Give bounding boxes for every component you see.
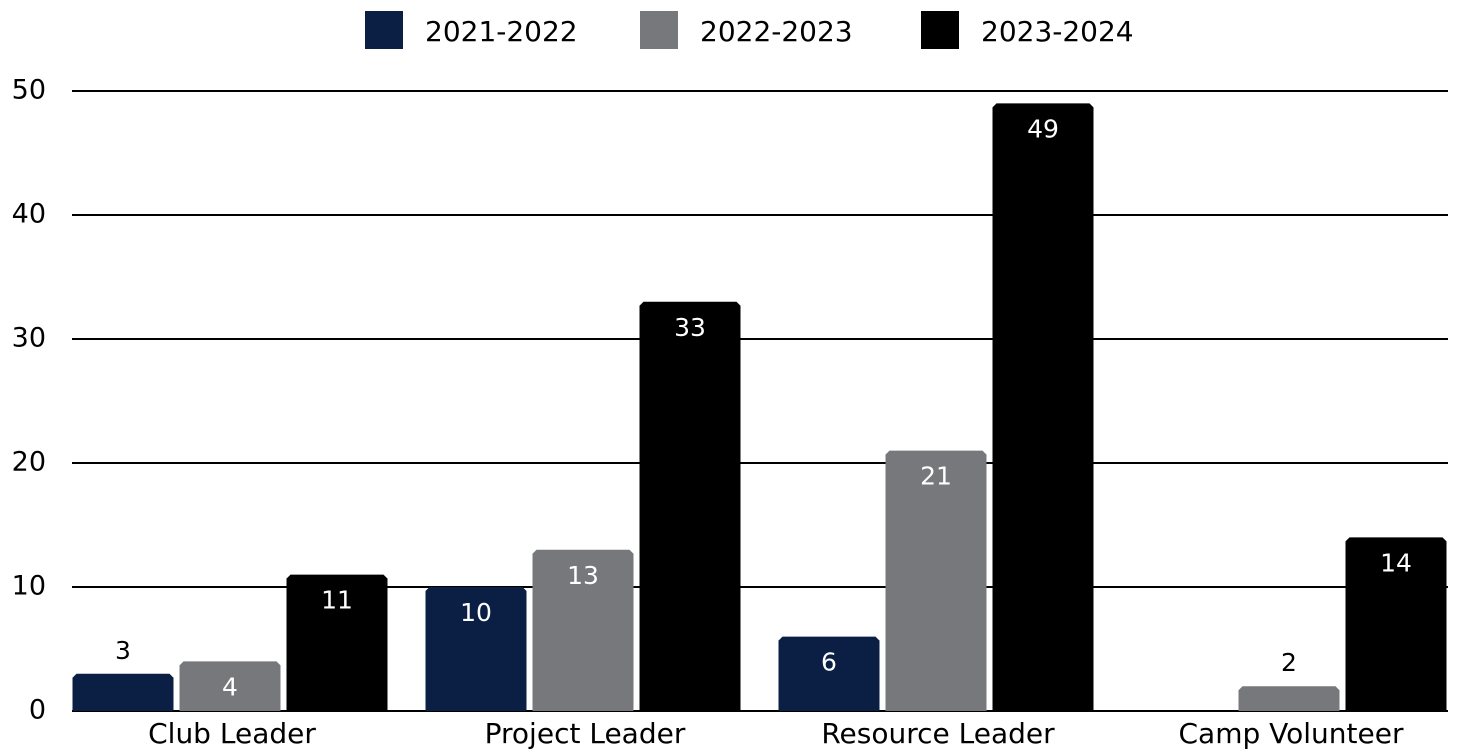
data-label: 4 <box>222 672 238 701</box>
data-label: 14 <box>1380 548 1412 577</box>
bar <box>992 103 1094 711</box>
bar <box>532 549 634 711</box>
data-label: 2 <box>1281 648 1297 677</box>
legend-label: 2021-2022 <box>425 15 578 48</box>
y-tick-label: 30 <box>12 323 46 354</box>
x-tick-label: Resource Leader <box>821 717 1055 749</box>
y-tick-label: 20 <box>12 447 46 478</box>
data-label: 33 <box>674 313 706 342</box>
data-label: 11 <box>321 586 353 615</box>
x-tick-label: Camp Volunteer <box>1179 717 1404 749</box>
bar <box>1345 537 1447 711</box>
bar <box>639 301 741 711</box>
data-label: 13 <box>567 561 599 590</box>
x-tick-label: Club Leader <box>148 717 316 749</box>
x-tick-label: Project Leader <box>485 717 686 749</box>
y-tick-label: 0 <box>29 695 46 726</box>
data-label: 10 <box>460 598 492 627</box>
data-label: 6 <box>821 648 837 677</box>
legend-label: 2022-2023 <box>700 15 853 48</box>
y-tick-label: 40 <box>12 199 46 230</box>
legend-swatch <box>921 11 959 49</box>
data-label: 3 <box>115 636 131 665</box>
bar <box>286 574 388 711</box>
y-tick-label: 50 <box>12 75 46 106</box>
bar <box>778 636 880 711</box>
legend-swatch <box>640 11 678 49</box>
bar <box>72 673 174 711</box>
bar <box>885 450 987 711</box>
bar <box>179 661 281 711</box>
y-tick-label: 10 <box>12 571 46 602</box>
legend-label: 2023-2024 <box>981 15 1134 48</box>
bar <box>425 587 527 711</box>
legend-swatch <box>365 11 403 49</box>
data-label: 21 <box>920 462 952 491</box>
bar <box>1238 686 1340 711</box>
data-label: 49 <box>1027 114 1059 143</box>
